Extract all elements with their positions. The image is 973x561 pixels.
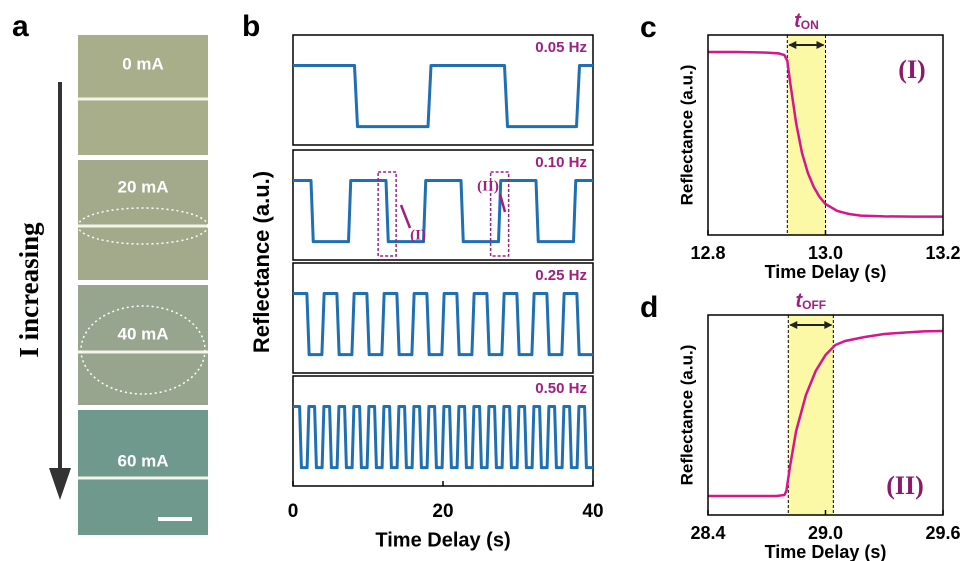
- annotation-arrow: [498, 193, 507, 213]
- plot-frame: [292, 149, 594, 261]
- x-tick-label: 40: [582, 501, 603, 522]
- highlight-band: [788, 315, 834, 515]
- panel-label: c: [640, 11, 657, 44]
- x-tick-label: 12.8: [690, 243, 725, 263]
- x-axis-label: Time Delay (s): [765, 262, 887, 282]
- frequency-label: 0.10 Hz: [535, 154, 587, 171]
- y-axis-label: Reflectance (a.u.): [249, 171, 274, 353]
- region-outline: [80, 305, 206, 395]
- highlight-band: [787, 35, 826, 235]
- case-label: (II): [886, 471, 924, 500]
- interval-symbol: t: [795, 290, 803, 312]
- x-tick-label: 20: [432, 501, 453, 522]
- micrograph: [78, 285, 208, 405]
- plot-frame: [292, 262, 594, 374]
- current-label: 0 mA: [122, 54, 164, 73]
- annotation-box: [489, 171, 510, 257]
- frequency-label: 0.50 Hz: [535, 380, 587, 397]
- annotation-arrow: [399, 204, 412, 229]
- interval-subscript: OFF: [802, 298, 826, 312]
- x-tick-label: 13.2: [925, 243, 960, 263]
- signal-line: [293, 292, 593, 357]
- current-label: 40 mA: [117, 324, 168, 343]
- annotation: (I): [410, 227, 426, 243]
- interval-label: tOFF: [795, 290, 826, 312]
- x-tick-label: 0: [288, 501, 299, 522]
- current-label: 20 mA: [117, 177, 168, 196]
- annotation-box: [377, 171, 397, 257]
- x-tick-label: 29.6: [925, 523, 960, 543]
- y-axis-label: Reflectance (a.u.): [677, 345, 696, 486]
- micrograph: [78, 160, 208, 280]
- x-tick-label: 29.0: [808, 523, 843, 543]
- interval-label: tON: [794, 10, 819, 32]
- x-tick-label: 28.4: [690, 523, 725, 543]
- x-axis-label: Time Delay (s): [765, 542, 887, 561]
- case-label: (I): [898, 55, 925, 84]
- interval-symbol: t: [794, 10, 802, 32]
- signal-line: [708, 50, 943, 218]
- panel-a: a 0 mA 20 mA 40 mA 60 mA I increasing: [12, 10, 209, 535]
- frequency-label: 0.05 Hz: [535, 39, 587, 56]
- panel-label: d: [640, 291, 658, 324]
- signal-line: [293, 179, 593, 244]
- panel-label: b: [242, 10, 260, 43]
- interval-subscript: ON: [801, 18, 819, 32]
- region-outline: [77, 207, 209, 245]
- y-axis-label: Reflectance (a.u.): [677, 65, 696, 206]
- arrow-label: I increasing: [14, 222, 44, 358]
- plot-frame: [292, 34, 594, 146]
- x-tick-label: 13.0: [808, 243, 843, 263]
- micrograph: [78, 410, 208, 535]
- signal-line: [293, 64, 593, 129]
- arrow-head: [49, 468, 71, 500]
- frequency-label: 0.25 Hz: [535, 267, 587, 284]
- panel-label: a: [12, 10, 29, 43]
- arrow-head: [824, 321, 833, 329]
- annotation: (II): [477, 178, 499, 194]
- arrow-head: [789, 321, 798, 329]
- signal-line: [293, 405, 593, 470]
- current-label: 60 mA: [117, 451, 168, 470]
- x-axis-label: Time Delay (s): [375, 529, 510, 551]
- arrow-head: [816, 41, 825, 49]
- signal-line: [708, 329, 944, 498]
- arrow-head: [788, 41, 797, 49]
- micrograph: [78, 35, 208, 155]
